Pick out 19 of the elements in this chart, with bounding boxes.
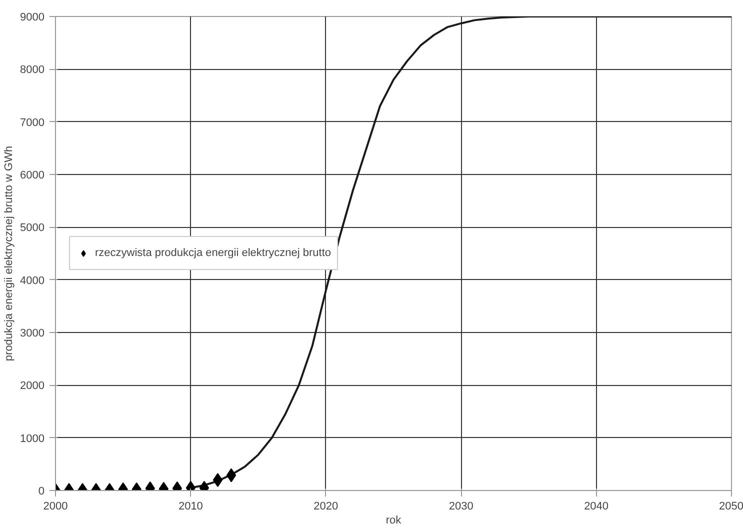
y-tick-label: 3000 [20,328,45,340]
legend-label: rzeczywista produkcja energii elektrycznej brutto [95,247,331,259]
y-tick-label: 5000 [20,222,45,234]
y-tick-label: 7000 [20,116,45,129]
x-tick-label: 2020 [314,500,338,512]
y-tick-label: 2000 [20,380,45,392]
y-tick-label: 8000 [20,64,45,76]
x-tick-label: 2010 [178,500,203,512]
y-tick-label: 9000 [20,12,45,24]
x-tick-label: 2040 [584,500,609,512]
x-axis-title: rok [386,514,402,526]
x-tick-label: 2000 [43,500,68,512]
y-tick-label: 6000 [20,170,45,182]
x-tick-label: 2050 [719,500,743,512]
y-tick-label: 1000 [20,432,45,445]
y-axis-title: produkcja energii elektrycznej brutto w GWh [3,146,16,362]
y-tick-label: 4000 [20,274,45,287]
y-tick-label: 0 [38,486,45,498]
x-tick-label: 2030 [448,500,474,512]
